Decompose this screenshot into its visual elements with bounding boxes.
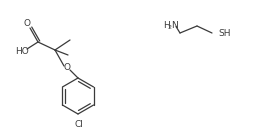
Text: 2: 2 — [167, 25, 172, 30]
Text: O: O — [64, 64, 70, 72]
Text: HO: HO — [15, 46, 29, 55]
Text: N: N — [171, 22, 178, 31]
Text: SH: SH — [218, 28, 230, 38]
Text: H: H — [163, 22, 170, 31]
Text: Cl: Cl — [74, 120, 83, 129]
Text: O: O — [23, 19, 31, 28]
